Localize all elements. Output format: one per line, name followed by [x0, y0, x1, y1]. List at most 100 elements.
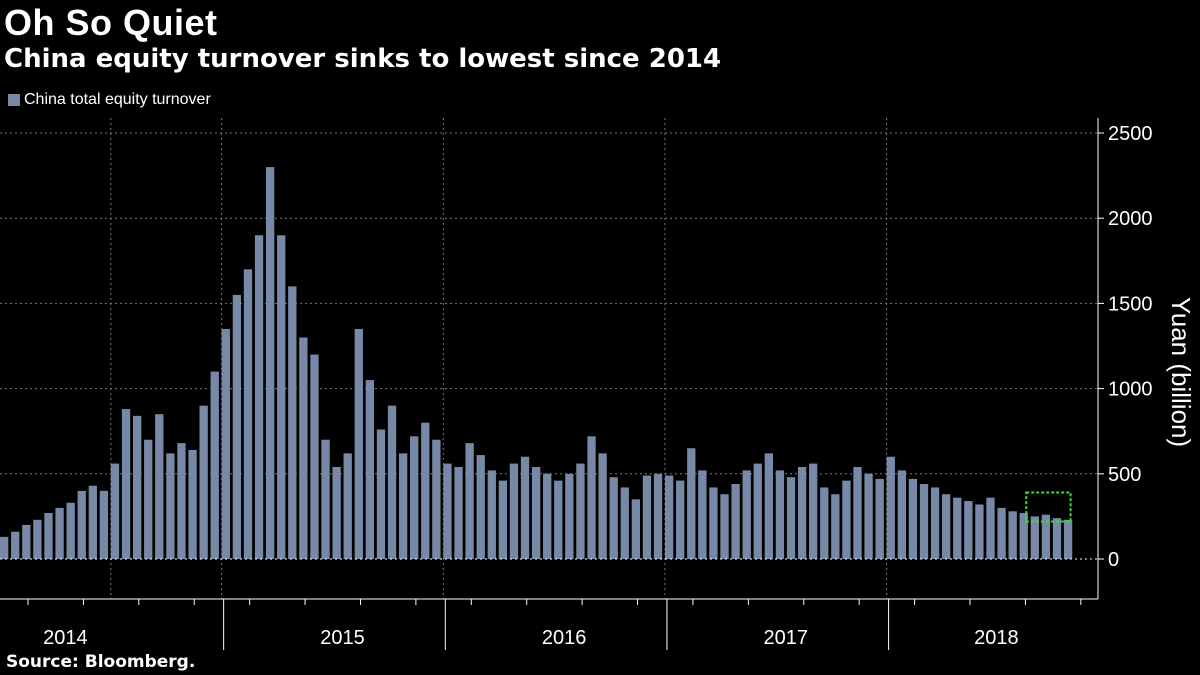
source-note: Source: Bloomberg.	[6, 652, 196, 672]
data-bar	[676, 480, 685, 559]
data-bar	[354, 328, 363, 559]
data-bar	[664, 475, 674, 559]
data-bar	[398, 453, 408, 559]
data-bar	[576, 463, 585, 559]
data-bar	[199, 405, 208, 559]
data-bar	[121, 409, 131, 559]
data-bar	[831, 494, 840, 559]
data-bar	[432, 439, 441, 559]
data-bar	[99, 490, 109, 559]
data-bar	[720, 494, 729, 559]
data-bar	[930, 487, 940, 559]
data-bar	[166, 453, 175, 559]
data-bar	[786, 477, 796, 559]
data-bar	[465, 443, 474, 559]
legend-label: China total equity turnover	[24, 91, 211, 108]
legend: China total equity turnover	[8, 91, 211, 109]
data-bar	[454, 466, 463, 559]
data-bar	[642, 475, 652, 559]
data-bar	[698, 470, 707, 559]
data-bar	[343, 453, 352, 559]
data-bar	[288, 286, 297, 559]
y-tick-label: 0	[1108, 549, 1119, 571]
x-year-label: 2014	[43, 627, 88, 649]
chart-title: Oh So Quiet	[4, 2, 218, 43]
data-bar	[210, 371, 219, 559]
data-bar	[520, 456, 530, 559]
data-bar	[155, 414, 164, 559]
data-bar	[820, 487, 829, 559]
data-bar	[797, 466, 807, 559]
data-bar	[498, 480, 508, 559]
data-bar	[410, 436, 419, 559]
data-bar	[775, 470, 785, 559]
x-year-label: 2018	[974, 627, 1019, 649]
data-bar	[44, 512, 53, 559]
data-bar	[310, 354, 319, 559]
data-bar	[1008, 511, 1017, 559]
data-bar	[132, 415, 142, 559]
data-bar	[509, 463, 519, 559]
data-bar	[387, 405, 397, 559]
data-bar	[554, 480, 563, 559]
data-bar	[1041, 514, 1051, 559]
data-bar	[332, 466, 341, 559]
data-bar	[11, 531, 20, 559]
data-bar	[321, 439, 330, 559]
data-bar	[886, 456, 895, 559]
data-bar	[631, 499, 641, 559]
x-year-label: 2017	[764, 627, 809, 649]
data-bar	[764, 453, 774, 559]
highlight-box	[1025, 491, 1072, 523]
data-bar	[753, 463, 762, 559]
data-bar	[1052, 518, 1062, 559]
y-tick-label: 2000	[1108, 208, 1153, 230]
data-bar	[144, 439, 153, 559]
data-bar	[897, 470, 906, 559]
data-bar	[842, 480, 851, 559]
data-bar	[1019, 512, 1028, 559]
data-bar	[653, 473, 663, 559]
data-bar	[443, 463, 452, 559]
data-bar	[88, 485, 97, 559]
data-bar	[55, 507, 64, 559]
data-bar	[587, 436, 596, 559]
chart-subtitle: China equity turnover sinks to lowest si…	[4, 44, 722, 74]
data-bar	[1030, 516, 1039, 559]
data-bar	[609, 477, 618, 559]
data-bar	[277, 235, 286, 560]
data-bar	[543, 473, 552, 559]
data-bar	[598, 453, 607, 559]
data-bar	[908, 478, 918, 559]
data-bar	[709, 487, 718, 559]
y-tick-label: 500	[1108, 464, 1141, 486]
data-bar	[0, 536, 9, 559]
data-bar	[1063, 519, 1073, 559]
data-bar	[919, 484, 929, 559]
data-bar	[66, 502, 75, 559]
data-bar	[265, 167, 275, 559]
data-bar	[742, 470, 751, 559]
data-bar	[964, 501, 973, 559]
data-bar	[731, 484, 740, 559]
y-axis-title: Yuan (billion)	[1166, 297, 1196, 447]
data-bar	[188, 449, 197, 559]
data-bar	[177, 443, 186, 559]
y-tick-label: 2500	[1108, 123, 1153, 145]
data-bar	[421, 422, 430, 559]
data-bar	[942, 494, 951, 559]
x-year-label: 2015	[320, 627, 365, 649]
data-bar	[809, 463, 818, 559]
data-bar	[864, 473, 873, 559]
data-bar	[620, 487, 629, 559]
x-year-label: 2016	[542, 627, 587, 649]
data-bar	[853, 466, 862, 559]
legend-swatch	[8, 94, 20, 106]
data-bar	[77, 490, 86, 559]
data-bar	[376, 429, 386, 559]
data-bar	[565, 473, 574, 559]
data-bar	[953, 497, 962, 559]
data-bar	[687, 448, 696, 559]
data-bar	[986, 497, 995, 559]
